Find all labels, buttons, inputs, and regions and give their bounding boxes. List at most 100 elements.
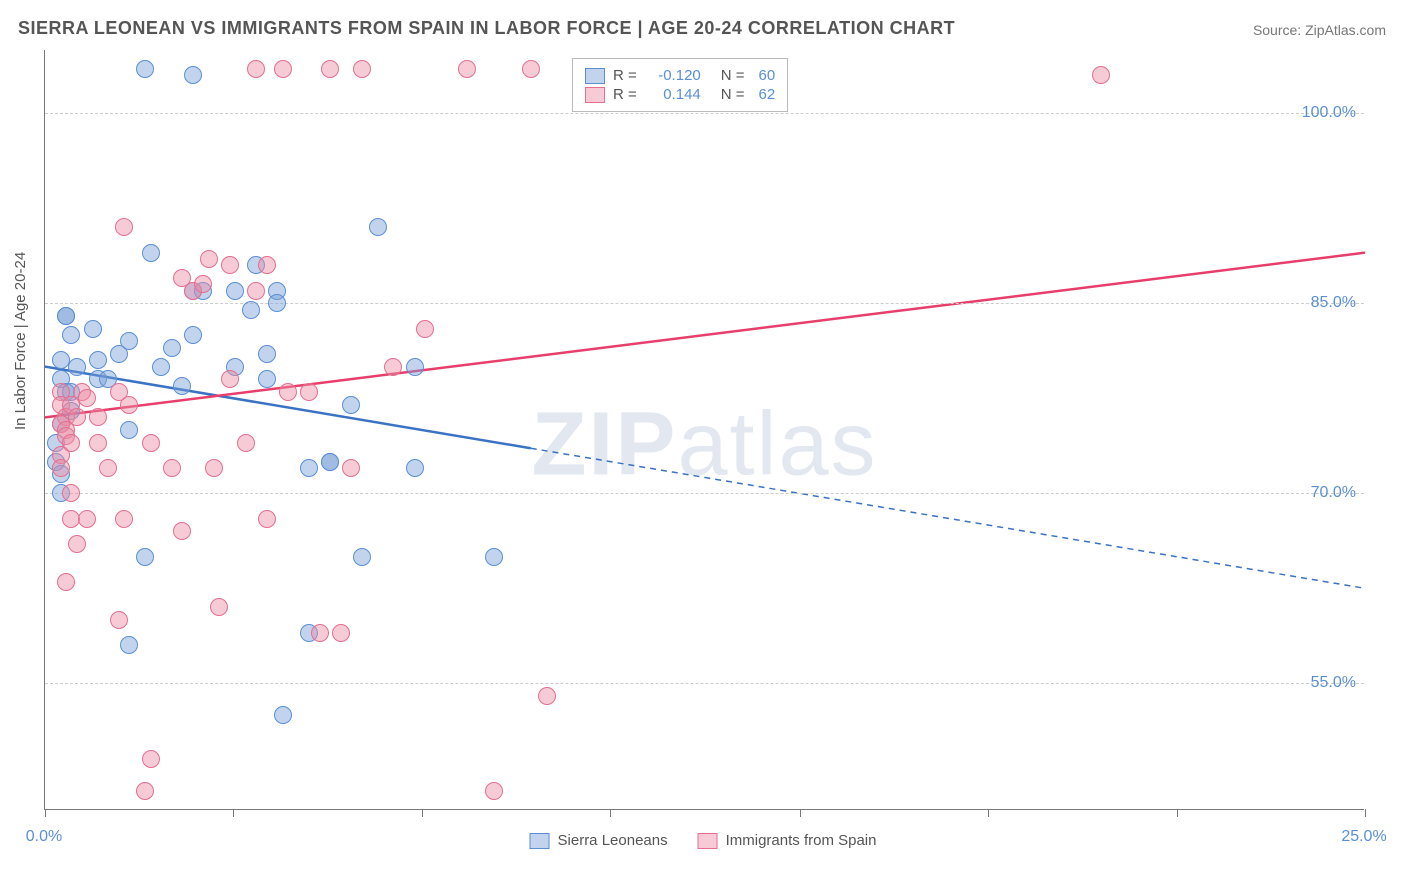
y-tick-label: 55.0%	[1311, 674, 1356, 692]
data-point	[247, 282, 265, 300]
source-label: Source: ZipAtlas.com	[1253, 22, 1386, 38]
y-tick-label: 85.0%	[1311, 294, 1356, 312]
gridline	[45, 113, 1364, 114]
data-point	[268, 294, 286, 312]
data-point	[89, 351, 107, 369]
data-point	[99, 459, 117, 477]
data-point	[136, 548, 154, 566]
data-point	[205, 459, 223, 477]
data-point	[485, 548, 503, 566]
series-legend: Sierra Leoneans Immigrants from Spain	[530, 832, 877, 849]
y-tick-label: 100.0%	[1302, 104, 1356, 122]
data-point	[173, 377, 191, 395]
data-point	[57, 307, 75, 325]
gridline	[45, 683, 1364, 684]
data-point	[163, 339, 181, 357]
data-point	[68, 408, 86, 426]
data-point	[279, 383, 297, 401]
data-point	[62, 484, 80, 502]
data-point	[78, 389, 96, 407]
regression-lines	[45, 50, 1365, 810]
data-point	[184, 66, 202, 84]
data-point	[52, 459, 70, 477]
data-point	[237, 434, 255, 452]
x-tick	[610, 809, 611, 817]
data-point	[221, 256, 239, 274]
y-axis-label: In Labor Force | Age 20-24	[12, 252, 29, 430]
data-point	[136, 60, 154, 78]
x-tick-label: 25.0%	[1341, 828, 1386, 846]
data-point	[57, 573, 75, 591]
data-point	[173, 522, 191, 540]
data-point	[68, 358, 86, 376]
data-point	[321, 453, 339, 471]
x-tick	[1177, 809, 1178, 817]
data-point	[210, 598, 228, 616]
data-point	[120, 636, 138, 654]
data-point	[332, 624, 350, 642]
data-point	[89, 408, 107, 426]
data-point	[406, 459, 424, 477]
data-point	[258, 256, 276, 274]
data-point	[110, 611, 128, 629]
legend-swatch	[585, 87, 605, 103]
correlation-legend: R =-0.120N =60 R =0.144N =62	[572, 58, 788, 112]
x-tick	[800, 809, 801, 817]
legend-label: Sierra Leoneans	[558, 832, 668, 849]
data-point	[485, 782, 503, 800]
data-point	[458, 60, 476, 78]
data-point	[369, 218, 387, 236]
y-tick-label: 70.0%	[1311, 484, 1356, 502]
legend-swatch	[585, 68, 605, 84]
data-point	[311, 624, 329, 642]
data-point	[416, 320, 434, 338]
data-point	[78, 510, 96, 528]
data-point	[274, 60, 292, 78]
legend-swatch	[698, 833, 718, 849]
data-point	[522, 60, 540, 78]
data-point	[258, 510, 276, 528]
x-tick	[1365, 809, 1366, 817]
data-point	[342, 459, 360, 477]
data-point	[84, 320, 102, 338]
data-point	[115, 218, 133, 236]
data-point	[163, 459, 181, 477]
x-tick	[233, 809, 234, 817]
data-point	[258, 345, 276, 363]
data-point	[274, 706, 292, 724]
legend-swatch	[530, 833, 550, 849]
x-tick	[422, 809, 423, 817]
data-point	[353, 60, 371, 78]
data-point	[115, 510, 133, 528]
x-tick	[988, 809, 989, 817]
x-tick	[45, 809, 46, 817]
data-point	[89, 434, 107, 452]
legend-item: Immigrants from Spain	[698, 832, 877, 849]
data-point	[152, 358, 170, 376]
data-point	[142, 434, 160, 452]
data-point	[242, 301, 260, 319]
data-point	[221, 370, 239, 388]
data-point	[226, 282, 244, 300]
data-point	[1092, 66, 1110, 84]
gridline	[45, 493, 1364, 494]
data-point	[68, 535, 86, 553]
watermark: ZIPatlas	[531, 393, 877, 496]
data-point	[258, 370, 276, 388]
data-point	[142, 244, 160, 262]
data-point	[384, 358, 402, 376]
data-point	[353, 548, 371, 566]
data-point	[538, 687, 556, 705]
data-point	[342, 396, 360, 414]
data-point	[62, 326, 80, 344]
legend-row: R =0.144N =62	[585, 86, 775, 103]
data-point	[300, 459, 318, 477]
data-point	[406, 358, 424, 376]
data-point	[120, 396, 138, 414]
chart-title: SIERRA LEONEAN VS IMMIGRANTS FROM SPAIN …	[18, 18, 955, 39]
data-point	[184, 326, 202, 344]
data-point	[194, 275, 212, 293]
legend-row: R =-0.120N =60	[585, 67, 775, 84]
data-point	[321, 60, 339, 78]
x-tick-label: 0.0%	[26, 828, 62, 846]
